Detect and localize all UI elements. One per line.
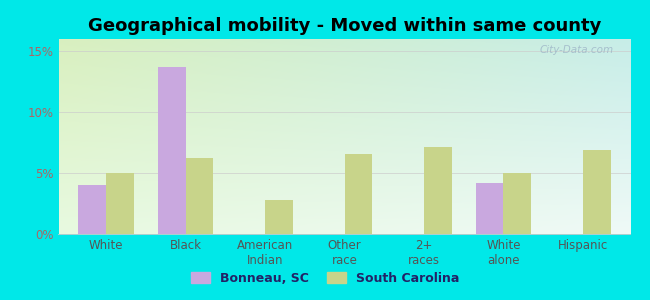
Text: City-Data.com: City-Data.com xyxy=(540,45,614,55)
Bar xyxy=(265,200,293,234)
Bar xyxy=(106,173,134,234)
Bar xyxy=(476,183,503,234)
Bar xyxy=(424,148,452,234)
Bar xyxy=(583,150,610,234)
Bar xyxy=(158,67,186,234)
Bar xyxy=(503,173,531,234)
Bar xyxy=(79,185,106,234)
Bar xyxy=(344,154,372,234)
Title: Geographical mobility - Moved within same county: Geographical mobility - Moved within sam… xyxy=(88,17,601,35)
Legend: Bonneau, SC, South Carolina: Bonneau, SC, South Carolina xyxy=(185,265,465,291)
Bar xyxy=(186,158,213,234)
